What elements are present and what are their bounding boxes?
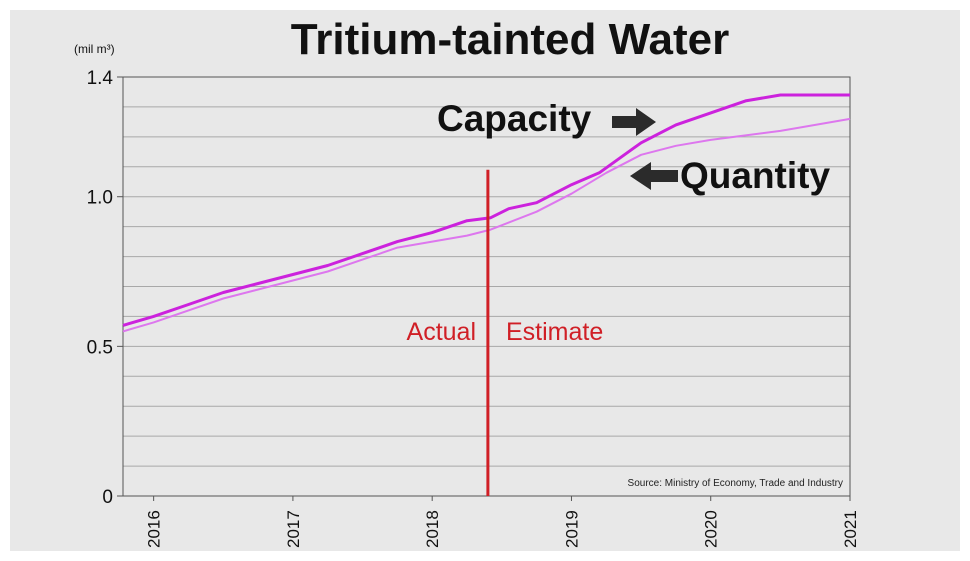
series-line-quantity bbox=[122, 117, 851, 333]
series-layer bbox=[122, 93, 851, 333]
y-tick-label: 1.4 bbox=[87, 68, 114, 89]
y-tick-label: 1.0 bbox=[87, 188, 113, 209]
x-tick-label: 2021 bbox=[841, 510, 860, 548]
y-tick-label: 0 bbox=[102, 487, 113, 508]
x-tick-label: 2019 bbox=[562, 510, 581, 548]
estimate-label: Estimate bbox=[506, 318, 603, 346]
x-tick-label: 2020 bbox=[702, 510, 721, 548]
quantity-label: Quantity bbox=[680, 155, 830, 196]
x-tick-label: 2018 bbox=[423, 510, 442, 548]
capacity-arrow bbox=[612, 108, 656, 136]
actual-label: Actual bbox=[407, 318, 476, 346]
y-tick-label: 0.5 bbox=[87, 337, 113, 358]
x-axis: 2016 2017 2018 2019 2020 2021 bbox=[145, 496, 860, 548]
quantity-arrow bbox=[630, 162, 678, 190]
x-tick-label: 2016 bbox=[145, 510, 164, 548]
y-axis: 0 0.5 1.0 1.4 bbox=[87, 68, 123, 508]
capacity-label: Capacity bbox=[437, 98, 592, 139]
chart: 0 0.5 1.0 1.4 2016 2017 2018 2019 2020 2021 Trit… bbox=[74, 15, 860, 548]
chart-title: Tritium-tainted Water bbox=[291, 15, 729, 64]
y-unit-label: (mil m³) bbox=[74, 42, 115, 56]
series-line-capacity bbox=[122, 93, 850, 327]
x-tick-label: 2017 bbox=[284, 510, 303, 548]
chart-panel: 0 0.5 1.0 1.4 2016 2017 2018 2019 2020 2021 Trit… bbox=[10, 10, 960, 551]
source-note: Source: Ministry of Economy, Trade and I… bbox=[628, 478, 843, 489]
